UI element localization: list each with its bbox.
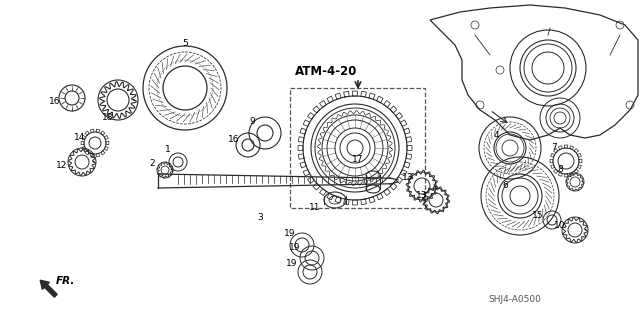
Text: ATM-4-20: ATM-4-20 bbox=[295, 65, 357, 78]
Text: 16: 16 bbox=[228, 136, 240, 145]
Text: 17: 17 bbox=[352, 155, 364, 165]
Text: 6: 6 bbox=[502, 181, 508, 189]
Text: 1: 1 bbox=[165, 145, 171, 154]
Text: 9: 9 bbox=[249, 117, 255, 127]
Text: 5: 5 bbox=[182, 40, 188, 48]
Text: 19: 19 bbox=[284, 228, 296, 238]
Text: 14: 14 bbox=[74, 133, 86, 143]
Text: 18: 18 bbox=[102, 114, 114, 122]
FancyArrow shape bbox=[40, 280, 57, 297]
Text: 12: 12 bbox=[56, 160, 68, 169]
Text: 7: 7 bbox=[551, 144, 557, 152]
Text: 15: 15 bbox=[532, 211, 544, 219]
Text: 11: 11 bbox=[309, 204, 321, 212]
Text: 8: 8 bbox=[557, 166, 563, 174]
Text: 16: 16 bbox=[49, 98, 61, 107]
Text: 10: 10 bbox=[554, 220, 566, 229]
Text: 13: 13 bbox=[416, 190, 428, 199]
Text: 2: 2 bbox=[149, 159, 155, 167]
Text: 3: 3 bbox=[257, 213, 263, 222]
Text: 4: 4 bbox=[493, 130, 499, 139]
Text: 13: 13 bbox=[403, 174, 413, 182]
Text: 19: 19 bbox=[289, 243, 301, 253]
Text: 19: 19 bbox=[286, 259, 298, 269]
Text: FR.: FR. bbox=[56, 276, 76, 286]
Text: SHJ4-A0500: SHJ4-A0500 bbox=[488, 295, 541, 304]
Bar bbox=[290, 88, 425, 208]
